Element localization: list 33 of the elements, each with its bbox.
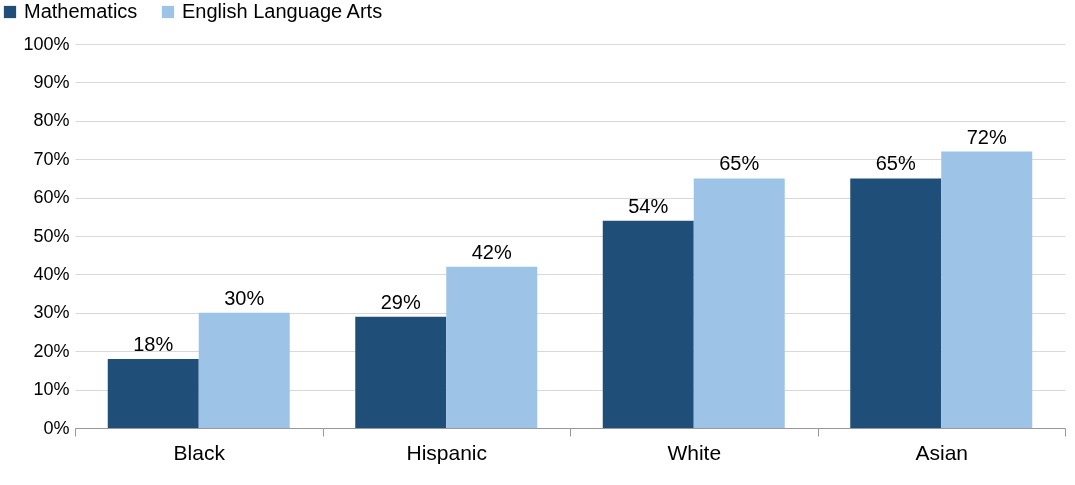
data-label: 72% (966, 125, 1007, 148)
bar (693, 178, 785, 428)
y-tick-label: 0% (43, 417, 70, 438)
x-tick-label: White (667, 440, 722, 464)
bar (355, 316, 447, 428)
y-tick-label: 20% (33, 340, 70, 361)
data-label: 65% (719, 152, 760, 175)
y-tick-label: 80% (33, 110, 70, 131)
bar (941, 151, 1033, 428)
y-tick-label: 100% (23, 33, 70, 54)
y-tick-label: 50% (33, 225, 70, 246)
data-label: 30% (224, 286, 265, 309)
y-tick-label: 90% (33, 71, 70, 92)
x-tick-label: Asian (915, 440, 969, 464)
bar (198, 312, 290, 428)
bar (850, 178, 942, 428)
bar (107, 358, 199, 428)
x-tick-label: Hispanic (406, 440, 488, 464)
x-tick-label: Black (173, 440, 226, 464)
bar (602, 220, 694, 428)
bar (446, 266, 538, 428)
data-label: 54% (628, 194, 669, 217)
y-tick-label: 40% (33, 263, 70, 284)
y-tick-label: 10% (33, 379, 70, 400)
y-tick-label: 60% (33, 187, 70, 208)
data-label: 65% (875, 152, 916, 175)
data-label: 42% (471, 240, 512, 263)
y-tick-label: 30% (33, 302, 70, 323)
data-label: 29% (380, 290, 421, 313)
legend-label: English Language Arts (182, 0, 383, 22)
legend-label: Mathematics (24, 0, 138, 22)
y-tick-label: 70% (33, 148, 70, 169)
data-label: 18% (133, 332, 174, 355)
